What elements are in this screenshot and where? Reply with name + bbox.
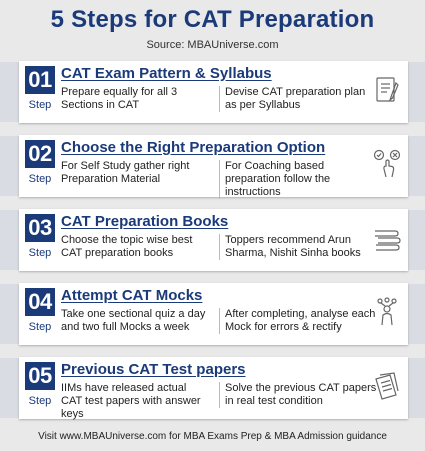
step-number: 05 [25, 362, 55, 390]
step-label: Step [28, 247, 52, 259]
step-label: Step [28, 321, 52, 333]
step-number-box: 01 Step [25, 66, 55, 114]
step-title: Previous CAT Test papers [61, 361, 246, 378]
step-left-text: Prepare equally for all 3 Sections in CA… [61, 86, 178, 111]
step-right-text: After completing, analyse each Mock for … [219, 308, 379, 334]
step-left-text: For Self Study gather right Preparation … [61, 160, 190, 185]
step-right-text: Devise CAT preparation plan as per Sylla… [219, 86, 379, 112]
step-number: 03 [25, 214, 55, 242]
step-left-text: IIMs have released actual CAT test paper… [61, 382, 201, 420]
step-number-box: 02 Step [25, 140, 55, 188]
papers-icon [372, 371, 402, 401]
step-number: 02 [25, 140, 55, 168]
step-right-text: Toppers recommend Arun Sharma, Nishit Si… [219, 234, 379, 260]
choice-hand-icon [372, 149, 402, 179]
step-card-5: 05 Step Previous CAT Test papers IIMs ha… [19, 357, 408, 420]
step-right-text: Solve the previous CAT papers in real te… [219, 382, 379, 408]
step-number-box: 03 Step [25, 214, 55, 262]
step-left-text: Take one sectional quiz a day and two fu… [61, 308, 206, 333]
step-number: 04 [25, 288, 55, 316]
step-label: Step [28, 99, 52, 111]
books-icon [372, 223, 402, 253]
step-title: CAT Preparation Books [61, 213, 229, 230]
step-number: 01 [25, 66, 55, 94]
page-title: 5 Steps for CAT Preparation [50, 6, 375, 33]
step-title: Choose the Right Preparation Option [61, 139, 326, 156]
footer-text: Visit www.MBAUniverse.com for MBA Exams … [38, 431, 387, 442]
step-card-4: 04 Step Attempt CAT Mocks Take one secti… [19, 283, 408, 345]
step-card-2: 02 Step Choose the Right Preparation Opt… [19, 135, 408, 199]
step-title: CAT Exam Pattern & Syllabus [61, 65, 272, 82]
step-card-3: 03 Step CAT Preparation Books Choose the… [19, 209, 408, 271]
step-left-text: Choose the topic wise best CAT preparati… [61, 234, 193, 259]
step-title: Attempt CAT Mocks [61, 287, 203, 304]
step-card-1: 01 Step CAT Exam Pattern & Syllabus Prep… [19, 61, 408, 123]
source-line: Source: MBAUniverse.com [146, 39, 279, 51]
step-number-box: 05 Step [25, 362, 55, 410]
analysis-person-icon [372, 297, 402, 327]
step-right-text: For Coaching based preparation follow th… [219, 160, 379, 199]
checklist-icon [372, 75, 402, 105]
step-number-box: 04 Step [25, 288, 55, 336]
step-label: Step [28, 173, 52, 185]
step-label: Step [28, 395, 52, 407]
